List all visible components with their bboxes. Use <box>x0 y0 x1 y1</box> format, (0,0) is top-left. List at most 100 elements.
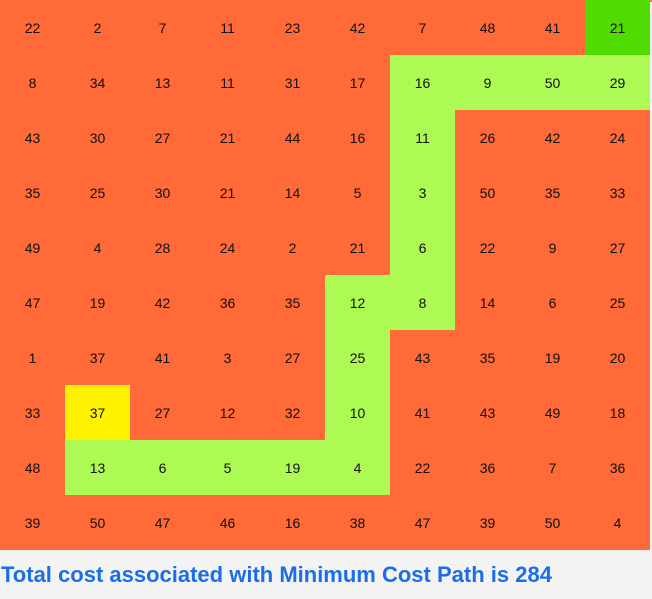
grid-cell[interactable]: 21 <box>325 220 390 275</box>
grid-cell[interactable]: 42 <box>130 275 195 330</box>
grid-cell[interactable]: 13 <box>130 55 195 110</box>
grid-cell[interactable]: 39 <box>0 495 65 550</box>
path-cell[interactable]: 10 <box>325 385 390 440</box>
path-cell[interactable]: 19 <box>260 440 325 495</box>
grid-cell[interactable]: 50 <box>65 495 130 550</box>
grid-cell[interactable]: 4 <box>65 220 130 275</box>
grid-cell[interactable]: 38 <box>325 495 390 550</box>
grid-cell[interactable]: 16 <box>260 495 325 550</box>
grid-cell[interactable]: 41 <box>130 330 195 385</box>
grid-cell[interactable]: 18 <box>585 385 650 440</box>
grid-cell[interactable]: 7 <box>130 0 195 55</box>
grid-cell[interactable]: 50 <box>455 165 520 220</box>
grid-cell[interactable]: 28 <box>130 220 195 275</box>
grid-cell[interactable]: 21 <box>195 165 260 220</box>
path-cell[interactable]: 4 <box>325 440 390 495</box>
grid-cell[interactable]: 43 <box>455 385 520 440</box>
path-cell[interactable]: 6 <box>390 220 455 275</box>
grid-cell[interactable]: 8 <box>0 55 65 110</box>
grid-cell[interactable]: 7 <box>390 0 455 55</box>
path-cell[interactable]: 3 <box>390 165 455 220</box>
grid-cell[interactable]: 33 <box>585 165 650 220</box>
path-cell[interactable]: 50 <box>520 55 585 110</box>
grid-cell[interactable]: 37 <box>65 330 130 385</box>
grid-cell[interactable]: 48 <box>0 440 65 495</box>
grid-cell[interactable]: 9 <box>520 220 585 275</box>
grid-cell[interactable]: 5 <box>325 165 390 220</box>
start-cell[interactable]: 37 <box>65 385 130 440</box>
grid-cell[interactable]: 30 <box>65 110 130 165</box>
grid-cell[interactable]: 43 <box>390 330 455 385</box>
grid-cell[interactable]: 25 <box>65 165 130 220</box>
grid-cell[interactable]: 30 <box>130 165 195 220</box>
path-cell[interactable]: 11 <box>390 110 455 165</box>
grid-cell[interactable]: 27 <box>260 330 325 385</box>
grid-cell[interactable]: 2 <box>65 0 130 55</box>
path-cell[interactable]: 16 <box>390 55 455 110</box>
path-cell[interactable]: 8 <box>390 275 455 330</box>
grid-cell[interactable]: 36 <box>585 440 650 495</box>
path-cell[interactable]: 25 <box>325 330 390 385</box>
grid-cell[interactable]: 41 <box>520 0 585 55</box>
grid-cell[interactable]: 27 <box>585 220 650 275</box>
path-cell[interactable]: 29 <box>585 55 650 110</box>
grid-cell[interactable]: 48 <box>455 0 520 55</box>
grid-cell[interactable]: 47 <box>390 495 455 550</box>
grid-cell[interactable]: 3 <box>195 330 260 385</box>
grid-cell[interactable]: 46 <box>195 495 260 550</box>
grid-cell[interactable]: 16 <box>325 110 390 165</box>
grid-cell[interactable]: 35 <box>0 165 65 220</box>
grid-cell[interactable]: 50 <box>520 495 585 550</box>
grid-cell[interactable]: 39 <box>455 495 520 550</box>
grid-cell[interactable]: 17 <box>325 55 390 110</box>
path-cell[interactable]: 6 <box>130 440 195 495</box>
grid-cell[interactable]: 24 <box>585 110 650 165</box>
grid-cell[interactable]: 43 <box>0 110 65 165</box>
grid-cell[interactable]: 41 <box>390 385 455 440</box>
grid-cell[interactable]: 35 <box>455 330 520 385</box>
end-cell[interactable]: 21 <box>585 0 650 55</box>
grid-cell[interactable]: 34 <box>65 55 130 110</box>
grid-cell[interactable]: 1 <box>0 330 65 385</box>
grid-cell[interactable]: 47 <box>0 275 65 330</box>
path-cell[interactable]: 13 <box>65 440 130 495</box>
grid-cell[interactable]: 44 <box>260 110 325 165</box>
path-cell[interactable]: 12 <box>325 275 390 330</box>
grid-cell[interactable]: 27 <box>130 110 195 165</box>
grid-cell[interactable]: 19 <box>65 275 130 330</box>
grid-cell[interactable]: 47 <box>130 495 195 550</box>
grid-cell[interactable]: 12 <box>195 385 260 440</box>
grid-cell[interactable]: 14 <box>455 275 520 330</box>
grid-cell[interactable]: 27 <box>130 385 195 440</box>
grid-cell[interactable]: 19 <box>520 330 585 385</box>
grid-cell[interactable]: 36 <box>455 440 520 495</box>
grid-cell[interactable]: 31 <box>260 55 325 110</box>
grid-cell[interactable]: 6 <box>520 275 585 330</box>
grid-cell[interactable]: 36 <box>195 275 260 330</box>
grid-cell[interactable]: 14 <box>260 165 325 220</box>
grid-cell[interactable]: 26 <box>455 110 520 165</box>
grid-cell[interactable]: 42 <box>325 0 390 55</box>
grid-cell[interactable]: 25 <box>585 275 650 330</box>
grid-cell[interactable]: 4 <box>585 495 650 550</box>
grid-cell[interactable]: 21 <box>195 110 260 165</box>
grid-cell[interactable]: 11 <box>195 55 260 110</box>
path-cell[interactable]: 9 <box>455 55 520 110</box>
grid-cell[interactable]: 32 <box>260 385 325 440</box>
grid-cell[interactable]: 49 <box>0 220 65 275</box>
grid-cell[interactable]: 24 <box>195 220 260 275</box>
grid-cell[interactable]: 7 <box>520 440 585 495</box>
grid-cell[interactable]: 35 <box>260 275 325 330</box>
grid-cell[interactable]: 11 <box>195 0 260 55</box>
grid-cell[interactable]: 22 <box>455 220 520 275</box>
grid-cell[interactable]: 42 <box>520 110 585 165</box>
grid-cell[interactable]: 33 <box>0 385 65 440</box>
grid-cell[interactable]: 23 <box>260 0 325 55</box>
grid-cell[interactable]: 20 <box>585 330 650 385</box>
grid-cell[interactable]: 35 <box>520 165 585 220</box>
grid-cell[interactable]: 22 <box>0 0 65 55</box>
path-cell[interactable]: 5 <box>195 440 260 495</box>
grid-cell[interactable]: 22 <box>390 440 455 495</box>
grid-cell[interactable]: 2 <box>260 220 325 275</box>
grid-cell[interactable]: 49 <box>520 385 585 440</box>
